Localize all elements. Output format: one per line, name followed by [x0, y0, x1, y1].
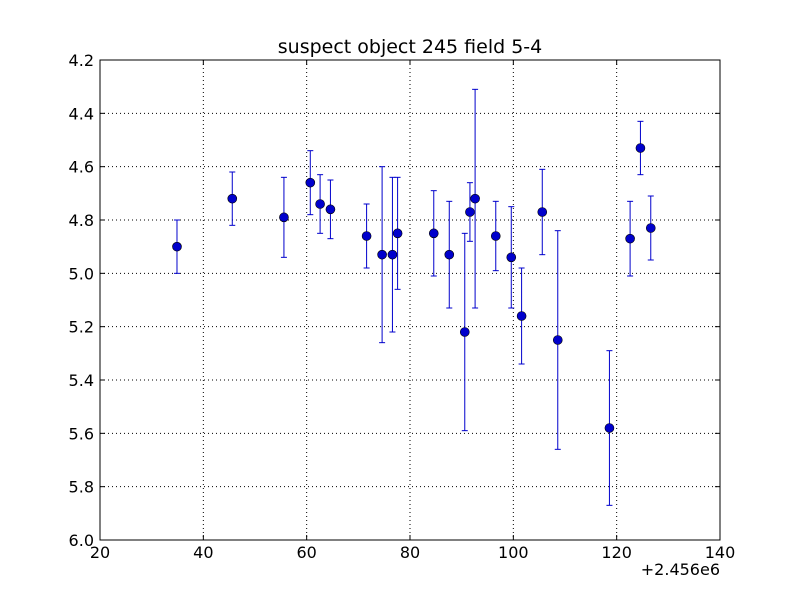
data-point [172, 241, 182, 252]
y-tick-label: 4.2 [69, 51, 94, 70]
data-point [377, 249, 387, 260]
grid [100, 60, 720, 540]
data-point [537, 207, 548, 217]
x-tick-label: 20 [90, 543, 110, 562]
data-point [459, 327, 470, 337]
x-axis-offset-label: +2.456e6 [641, 560, 720, 579]
data-point [552, 335, 563, 345]
data-point [635, 143, 646, 153]
axis-ticks: 20 40 60 80 100 120 140 4.2 4.4 4.6 4.8 5.0 5.2 5.4 5.… [69, 51, 736, 562]
y-tick-label: 5.6 [69, 424, 94, 443]
data-point [465, 207, 475, 217]
data-point [305, 177, 316, 188]
x-tick-label: 140 [705, 543, 736, 562]
x-tick-label: 60 [296, 543, 316, 562]
data-point [325, 204, 336, 215]
data-point [645, 223, 656, 233]
x-tick-label: 40 [193, 543, 213, 562]
x-tick-label: 100 [498, 543, 529, 562]
data-point [279, 212, 289, 223]
y-tick-label: 5.4 [69, 371, 94, 390]
data-point [361, 231, 372, 241]
data-point [392, 228, 403, 239]
data-point [444, 249, 455, 260]
data-point [387, 249, 398, 260]
chart-title: suspect object 245 field 5-4 [278, 36, 543, 58]
data-point [625, 233, 635, 244]
data-point [470, 193, 480, 204]
data-point [604, 423, 615, 433]
data-layer [172, 88, 656, 506]
y-tick-label: 4.8 [69, 211, 94, 230]
data-point [490, 231, 501, 241]
y-tick-label: 4.4 [69, 104, 94, 123]
y-tick-label: 6.0 [69, 531, 94, 550]
y-tick-label: 4.6 [69, 158, 94, 177]
y-tick-label: 5.0 [69, 264, 94, 283]
data-point [516, 311, 527, 321]
x-tick-label: 80 [400, 543, 420, 562]
data-point [227, 193, 238, 204]
x-tick-label: 120 [601, 543, 632, 562]
data-point [506, 252, 517, 263]
data-point [315, 199, 325, 209]
y-tick-label: 5.2 [69, 318, 94, 337]
data-point [428, 228, 439, 239]
y-tick-label: 5.8 [69, 478, 94, 497]
